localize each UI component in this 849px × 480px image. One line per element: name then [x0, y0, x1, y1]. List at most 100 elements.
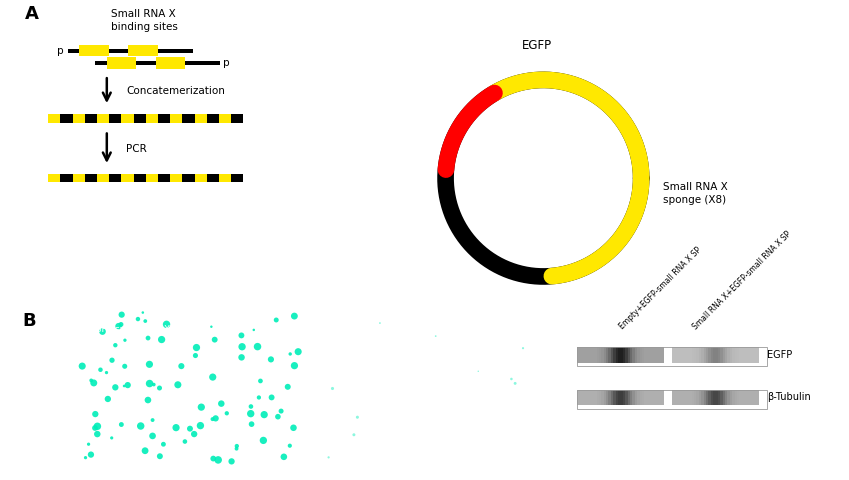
Bar [95, 61, 220, 65]
Bar [609, 390, 611, 406]
Bar [722, 390, 725, 406]
Point [189, 344, 203, 351]
Point [138, 447, 152, 455]
Point [147, 381, 160, 388]
Point [326, 384, 340, 392]
Bar [128, 45, 158, 56]
Point [264, 356, 278, 363]
Bar [716, 390, 718, 406]
Point [101, 395, 115, 403]
Text: p: p [223, 58, 230, 68]
Bar [699, 347, 701, 363]
Point [235, 343, 249, 350]
Bar [616, 390, 618, 406]
Bar [158, 174, 171, 182]
Bar [730, 390, 733, 406]
Point [143, 360, 156, 368]
Bar [635, 347, 638, 363]
Point [274, 407, 288, 415]
Point [235, 354, 249, 361]
Bar [630, 347, 633, 363]
Point [88, 424, 102, 432]
Point [146, 416, 160, 424]
Point [429, 332, 442, 340]
Bar [639, 390, 642, 406]
Point [153, 452, 166, 460]
Bar [183, 174, 194, 182]
Bar [630, 390, 633, 406]
Bar [606, 390, 609, 406]
Point [516, 344, 530, 352]
Point [252, 394, 266, 401]
Bar [155, 58, 185, 69]
Point [188, 430, 201, 438]
Point [208, 336, 222, 344]
Point [194, 403, 208, 411]
Point [211, 456, 225, 464]
Point [277, 453, 290, 461]
Bar [85, 174, 97, 182]
Point [230, 442, 244, 450]
Text: EGFP: EGFP [522, 39, 553, 52]
Bar [694, 390, 696, 406]
Point [183, 425, 197, 432]
Point [76, 362, 89, 370]
Bar [171, 114, 183, 122]
Bar [219, 174, 231, 182]
Bar [611, 347, 613, 363]
Point [205, 323, 218, 331]
Point [91, 430, 104, 438]
Bar [718, 347, 720, 363]
Point [254, 377, 267, 385]
Bar [48, 174, 60, 182]
Bar [711, 390, 713, 406]
Text: PCR: PCR [127, 144, 147, 154]
Text: β-Tubulin: β-Tubulin [767, 393, 811, 403]
Bar [623, 390, 625, 406]
Point [257, 411, 271, 419]
Bar [621, 390, 623, 406]
Bar [708, 390, 711, 406]
Point [281, 383, 295, 391]
Point [269, 316, 283, 324]
Point [160, 321, 173, 328]
Bar [577, 347, 767, 366]
Text: Small RNA X
binding sites: Small RNA X binding sites [110, 9, 177, 33]
Bar [633, 347, 635, 363]
Text: Small RNA X+EGFP-small RNA X SP: Small RNA X+EGFP-small RNA X SP [691, 229, 793, 331]
Point [288, 362, 301, 370]
Bar [133, 114, 146, 122]
Point [91, 422, 104, 430]
Point [153, 384, 166, 392]
Bar [725, 390, 728, 406]
Point [209, 415, 222, 422]
Point [105, 434, 119, 442]
Point [146, 432, 160, 440]
Point [215, 400, 228, 408]
Bar [577, 390, 767, 408]
Bar [708, 347, 711, 363]
Bar [733, 390, 734, 406]
Bar [696, 347, 699, 363]
Bar [694, 347, 696, 363]
Bar [720, 347, 722, 363]
Bar [692, 347, 694, 363]
Bar [110, 174, 121, 182]
Bar [611, 390, 613, 406]
Bar [621, 347, 623, 363]
Point [99, 369, 113, 376]
Point [143, 380, 156, 387]
Bar [73, 174, 85, 182]
Bar [194, 174, 207, 182]
Bar [725, 347, 728, 363]
Bar [672, 390, 759, 406]
Point [115, 321, 128, 328]
Bar [704, 347, 706, 363]
Point [287, 424, 301, 432]
Point [245, 420, 258, 428]
Point [134, 422, 148, 430]
Point [84, 377, 98, 384]
Point [245, 403, 258, 410]
Bar [97, 174, 110, 182]
Bar [730, 347, 733, 363]
